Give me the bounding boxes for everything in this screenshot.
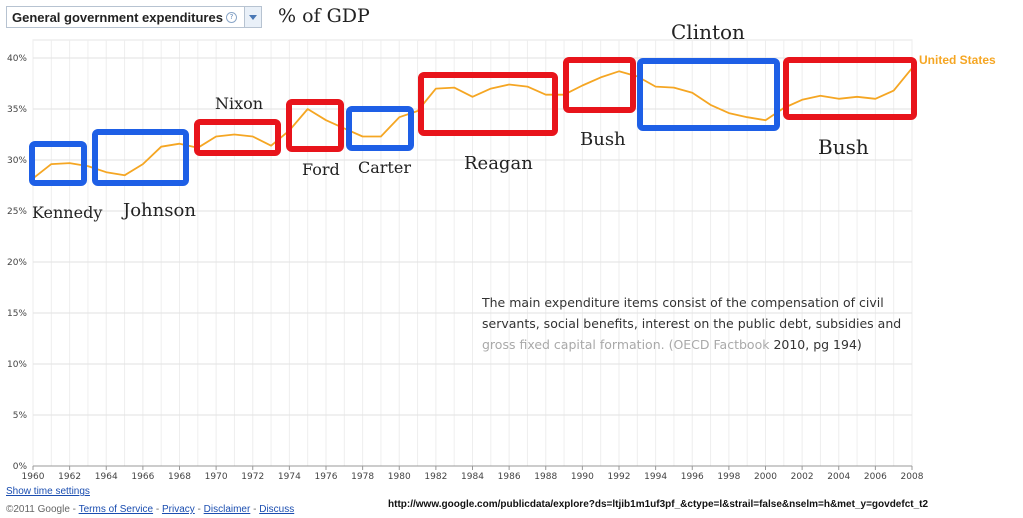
x-tick-label: 2002 (791, 472, 814, 482)
x-tick-label: 1974 (278, 472, 301, 482)
series-label-united-states: United States (919, 53, 996, 67)
x-tick-label: 1968 (168, 472, 191, 482)
unit-label: % of GDP (278, 5, 370, 27)
term-frame-bush-9 (783, 57, 917, 120)
x-tick-label: 1960 (22, 472, 45, 482)
disclaimer-link[interactable]: Disclaimer (203, 504, 251, 515)
president-label-clinton: Clinton (671, 20, 745, 44)
x-tick-label: 2004 (827, 472, 850, 482)
term-frame-kennedy-1 (29, 141, 87, 186)
show-time-settings-link[interactable]: Show time settings (6, 486, 90, 497)
discuss-link[interactable]: Discuss (259, 504, 295, 515)
y-tick-label: 40% (7, 54, 27, 64)
help-icon[interactable]: ? (225, 11, 237, 23)
x-tick-label: 1994 (644, 472, 667, 482)
y-tick-label: 25% (7, 207, 27, 217)
note-text-end: 2010, pg 194) (773, 337, 862, 352)
president-label-bush: Bush (580, 129, 626, 150)
x-tick-label: 1966 (131, 472, 154, 482)
x-tick-label: 2006 (864, 472, 887, 482)
privacy-link[interactable]: Privacy (161, 504, 195, 515)
x-tick-label: 1984 (461, 472, 484, 482)
metric-selector-label: General government expenditures (12, 9, 223, 25)
president-label-ford: Ford (302, 160, 340, 179)
separator: - (250, 504, 260, 515)
x-tick-label: 1998 (717, 472, 740, 482)
source-url: http://www.google.com/publicdata/explore… (388, 499, 929, 510)
x-tick-label: 1980 (388, 472, 411, 482)
separator: - (153, 504, 162, 515)
president-label-kennedy: Kennedy (32, 203, 102, 222)
y-tick-label: 30% (7, 156, 27, 166)
x-tick-label: 2008 (901, 472, 924, 482)
metric-selector[interactable]: General government expenditures ? (6, 6, 262, 28)
note-text-main: The main expenditure items consist of th… (482, 295, 902, 331)
separator: - (194, 504, 204, 515)
x-tick-label: 2000 (754, 472, 777, 482)
x-tick-label: 1976 (315, 472, 338, 482)
president-label-reagan: Reagan (464, 153, 533, 174)
x-tick-label: 1996 (681, 472, 704, 482)
term-frame-reagan-6 (418, 72, 558, 136)
term-frame-clinton-8 (637, 58, 780, 131)
president-label-bush: Bush (818, 135, 869, 159)
president-label-carter: Carter (358, 158, 411, 177)
x-tick-label: 1988 (534, 472, 557, 482)
series-line-united-states (32, 67, 913, 180)
x-tick-label: 1964 (95, 472, 118, 482)
x-tick-label: 1970 (205, 472, 228, 482)
description-note: The main expenditure items consist of th… (482, 292, 910, 355)
x-tick-label: 1986 (498, 472, 521, 482)
y-tick-label: 10% (7, 360, 27, 370)
term-frame-johnson-2 (92, 129, 189, 186)
chevron-down-icon[interactable] (244, 7, 261, 27)
term-frame-carter-5 (346, 106, 414, 151)
term-frame-ford-4 (286, 99, 344, 152)
x-tick-label: 1972 (241, 472, 264, 482)
term-frame-nixon-3 (194, 119, 281, 156)
y-tick-label: 20% (7, 258, 27, 268)
y-tick-label: 35% (7, 105, 27, 115)
x-tick-label: 1962 (58, 472, 81, 482)
legal-footer: ©2011 Google - Terms of Service - Privac… (6, 504, 294, 515)
x-tick-label: 1982 (424, 472, 447, 482)
x-tick-label: 1990 (571, 472, 594, 482)
y-tick-label: 15% (7, 309, 27, 319)
terms-of-service-link[interactable]: Terms of Service (78, 504, 154, 515)
copyright-text: ©2011 Google - (6, 504, 79, 515)
x-tick-label: 1992 (608, 472, 631, 482)
president-label-nixon: Nixon (215, 94, 263, 113)
x-tick-label: 1978 (351, 472, 374, 482)
y-tick-label: 0% (13, 462, 28, 472)
y-tick-label: 5% (13, 411, 28, 421)
term-frame-bush-7 (563, 57, 636, 113)
note-text-faded: gross fixed capital formation. (OECD Fac… (482, 337, 774, 352)
president-label-johnson: Johnson (121, 200, 196, 221)
